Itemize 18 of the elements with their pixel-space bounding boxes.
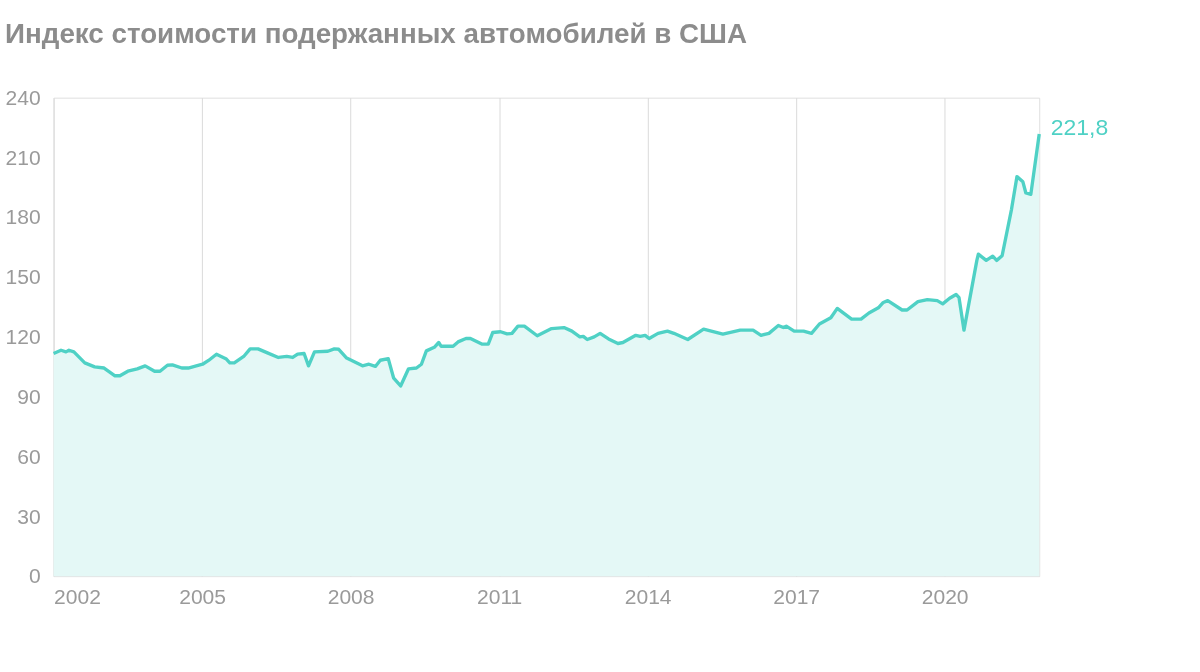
x-tick-label: 2011 <box>476 585 523 609</box>
x-tick-label: 2002 <box>54 585 101 609</box>
y-tick-label: 90 <box>17 384 41 408</box>
chart-title: Индекс стоимости подержанных автомобилей в США <box>5 18 747 50</box>
y-tick-label: 60 <box>17 444 41 468</box>
x-tick-label: 2005 <box>179 585 226 609</box>
y-tick-label: 240 <box>5 85 41 109</box>
y-tick-label: 120 <box>5 325 41 349</box>
y-tick-label: 150 <box>5 265 41 289</box>
annotation: 221,8 <box>1050 113 1109 140</box>
x-tick-label: 2008 <box>327 585 375 609</box>
y-tick-label: 0 <box>28 564 41 588</box>
y-tick-label: 30 <box>17 504 41 528</box>
y-tick-label: 210 <box>5 145 41 169</box>
y-tick-label: 180 <box>5 205 41 229</box>
x-tick-label: 2020 <box>921 585 969 609</box>
x-tick-label: 2017 <box>773 585 821 609</box>
x-tick-label: 2014 <box>624 585 672 609</box>
